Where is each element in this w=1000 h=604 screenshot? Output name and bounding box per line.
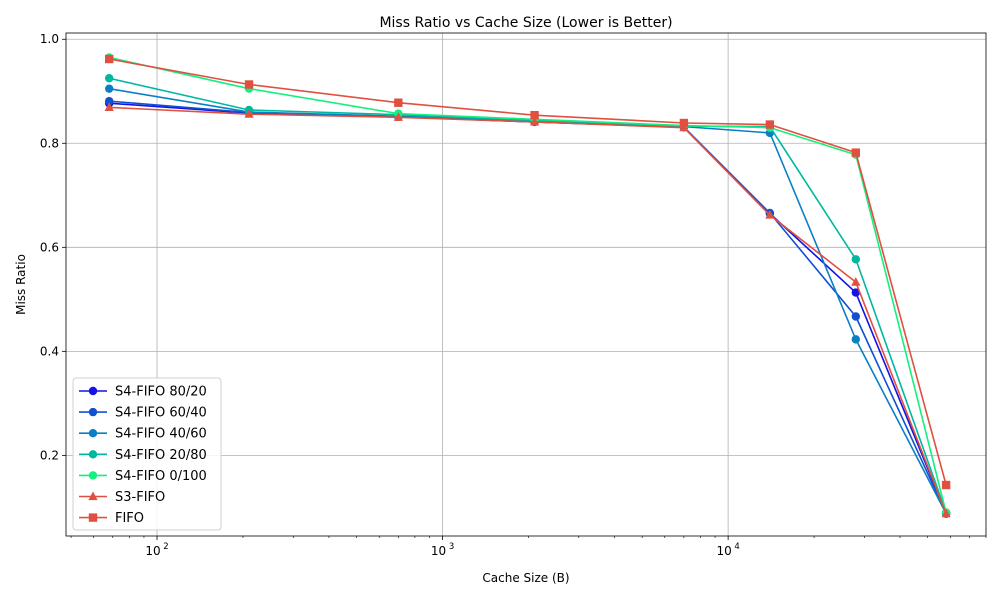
legend-swatch-marker <box>88 429 98 438</box>
data-point-fifo <box>851 148 861 157</box>
y-tick-label: 0.4 <box>40 344 59 358</box>
data-point-s4-fifo-60-40 <box>851 312 861 321</box>
series-line-s4-fifo-40-60 <box>109 87 947 514</box>
series-line-s3-fifo <box>109 106 947 514</box>
data-point-fifo <box>530 110 539 120</box>
series-fifo <box>104 54 951 490</box>
legend-label: FIFO <box>115 511 144 526</box>
legend-item: FIFO <box>79 511 144 526</box>
data-point-s3-fifo <box>851 277 861 286</box>
data-point-fifo <box>104 54 114 64</box>
data-point-fifo <box>394 98 403 107</box>
data-point-s4-fifo-60-40 <box>104 96 114 106</box>
series-s4-fifo-40-60 <box>104 84 951 518</box>
legend-item: S4-FIFO 40/60 <box>79 427 207 442</box>
x-tick-label: 10 <box>145 544 160 558</box>
data-point-s4-fifo-20-80 <box>104 74 114 83</box>
series-s3-fifo <box>104 102 951 518</box>
x-axis-label: Cache Size (B) <box>482 571 569 585</box>
data-point-s3-fifo <box>244 109 254 118</box>
y-axis-label: Miss Ratio <box>14 254 28 315</box>
data-point-fifo <box>941 480 951 490</box>
data-point-fifo <box>244 80 254 89</box>
x-tick-label: 10 <box>431 544 446 558</box>
series-line-s4-fifo-60-40 <box>109 100 947 514</box>
data-point-s3-fifo <box>393 112 403 121</box>
legend-item: S3-FIFO <box>79 490 165 505</box>
data-point-s3-fifo <box>529 116 540 126</box>
data-point-s3-fifo <box>104 102 114 111</box>
series-group <box>104 53 951 518</box>
data-point-fifo <box>765 120 775 129</box>
chart-title: Miss Ratio vs Cache Size (Lower is Bette… <box>379 15 672 31</box>
y-tick-label: 0.2 <box>40 448 59 462</box>
data-point-fifo <box>679 118 689 128</box>
legend: S4-FIFO 80/20 S4-FIFO 60/40 S4-FIFO 40/60 S… <box>72 377 222 531</box>
data-point-s4-fifo-80-20 <box>851 288 861 297</box>
legend-item: S4-FIFO 60/40 <box>79 406 207 421</box>
legend-label: S4-FIFO 80/20 <box>115 385 207 400</box>
legend-label: S4-FIFO 40/60 <box>115 427 207 442</box>
legend-label: S3-FIFO <box>115 490 165 505</box>
legend-item: S4-FIFO 80/20 <box>79 385 207 400</box>
legend-box <box>72 377 222 531</box>
x-tick-exponent: 4 <box>734 542 739 552</box>
legend-swatch-marker <box>88 386 98 396</box>
x-tick-exponent: 2 <box>163 542 168 552</box>
data-point-s3-fifo <box>765 210 775 219</box>
y-tick-label: 0.6 <box>40 240 59 254</box>
x-tick-exponent: 3 <box>449 542 454 552</box>
series-s4-fifo-20-80 <box>104 74 951 517</box>
x-tick-label: 10 <box>716 544 731 558</box>
series-line-s4-fifo-0-100 <box>109 56 947 513</box>
legend-label: S4-FIFO 0/100 <box>115 469 207 484</box>
axis-ticks: 10 2 10 3 10 40.20.40.60.81.0 <box>40 32 987 558</box>
data-point-s4-fifo-20-80 <box>851 255 861 264</box>
legend-label: S4-FIFO 60/40 <box>115 406 207 421</box>
data-point-s4-fifo-40-60 <box>851 335 861 344</box>
legend-swatch-marker <box>88 491 98 501</box>
series-s4-fifo-60-40 <box>104 96 951 518</box>
legend-label: S4-FIFO 20/80 <box>115 448 207 463</box>
series-line-fifo <box>109 58 947 486</box>
plot-area-frame <box>65 32 987 537</box>
legend-swatch-marker <box>88 450 98 459</box>
legend-swatch-marker <box>88 471 98 480</box>
data-point-s3-fifo <box>941 508 951 518</box>
legend-swatch-marker <box>88 407 98 417</box>
legend-swatch-marker <box>88 513 98 522</box>
legend-item: S4-FIFO 0/100 <box>79 469 207 484</box>
legend-item: S4-FIFO 20/80 <box>79 448 207 463</box>
data-point-s4-fifo-40-60 <box>104 84 114 93</box>
y-tick-label: 1.0 <box>40 32 59 46</box>
series-line-s4-fifo-80-20 <box>109 102 947 514</box>
y-tick-label: 0.8 <box>40 136 59 150</box>
series-s4-fifo-0-100 <box>104 53 951 517</box>
